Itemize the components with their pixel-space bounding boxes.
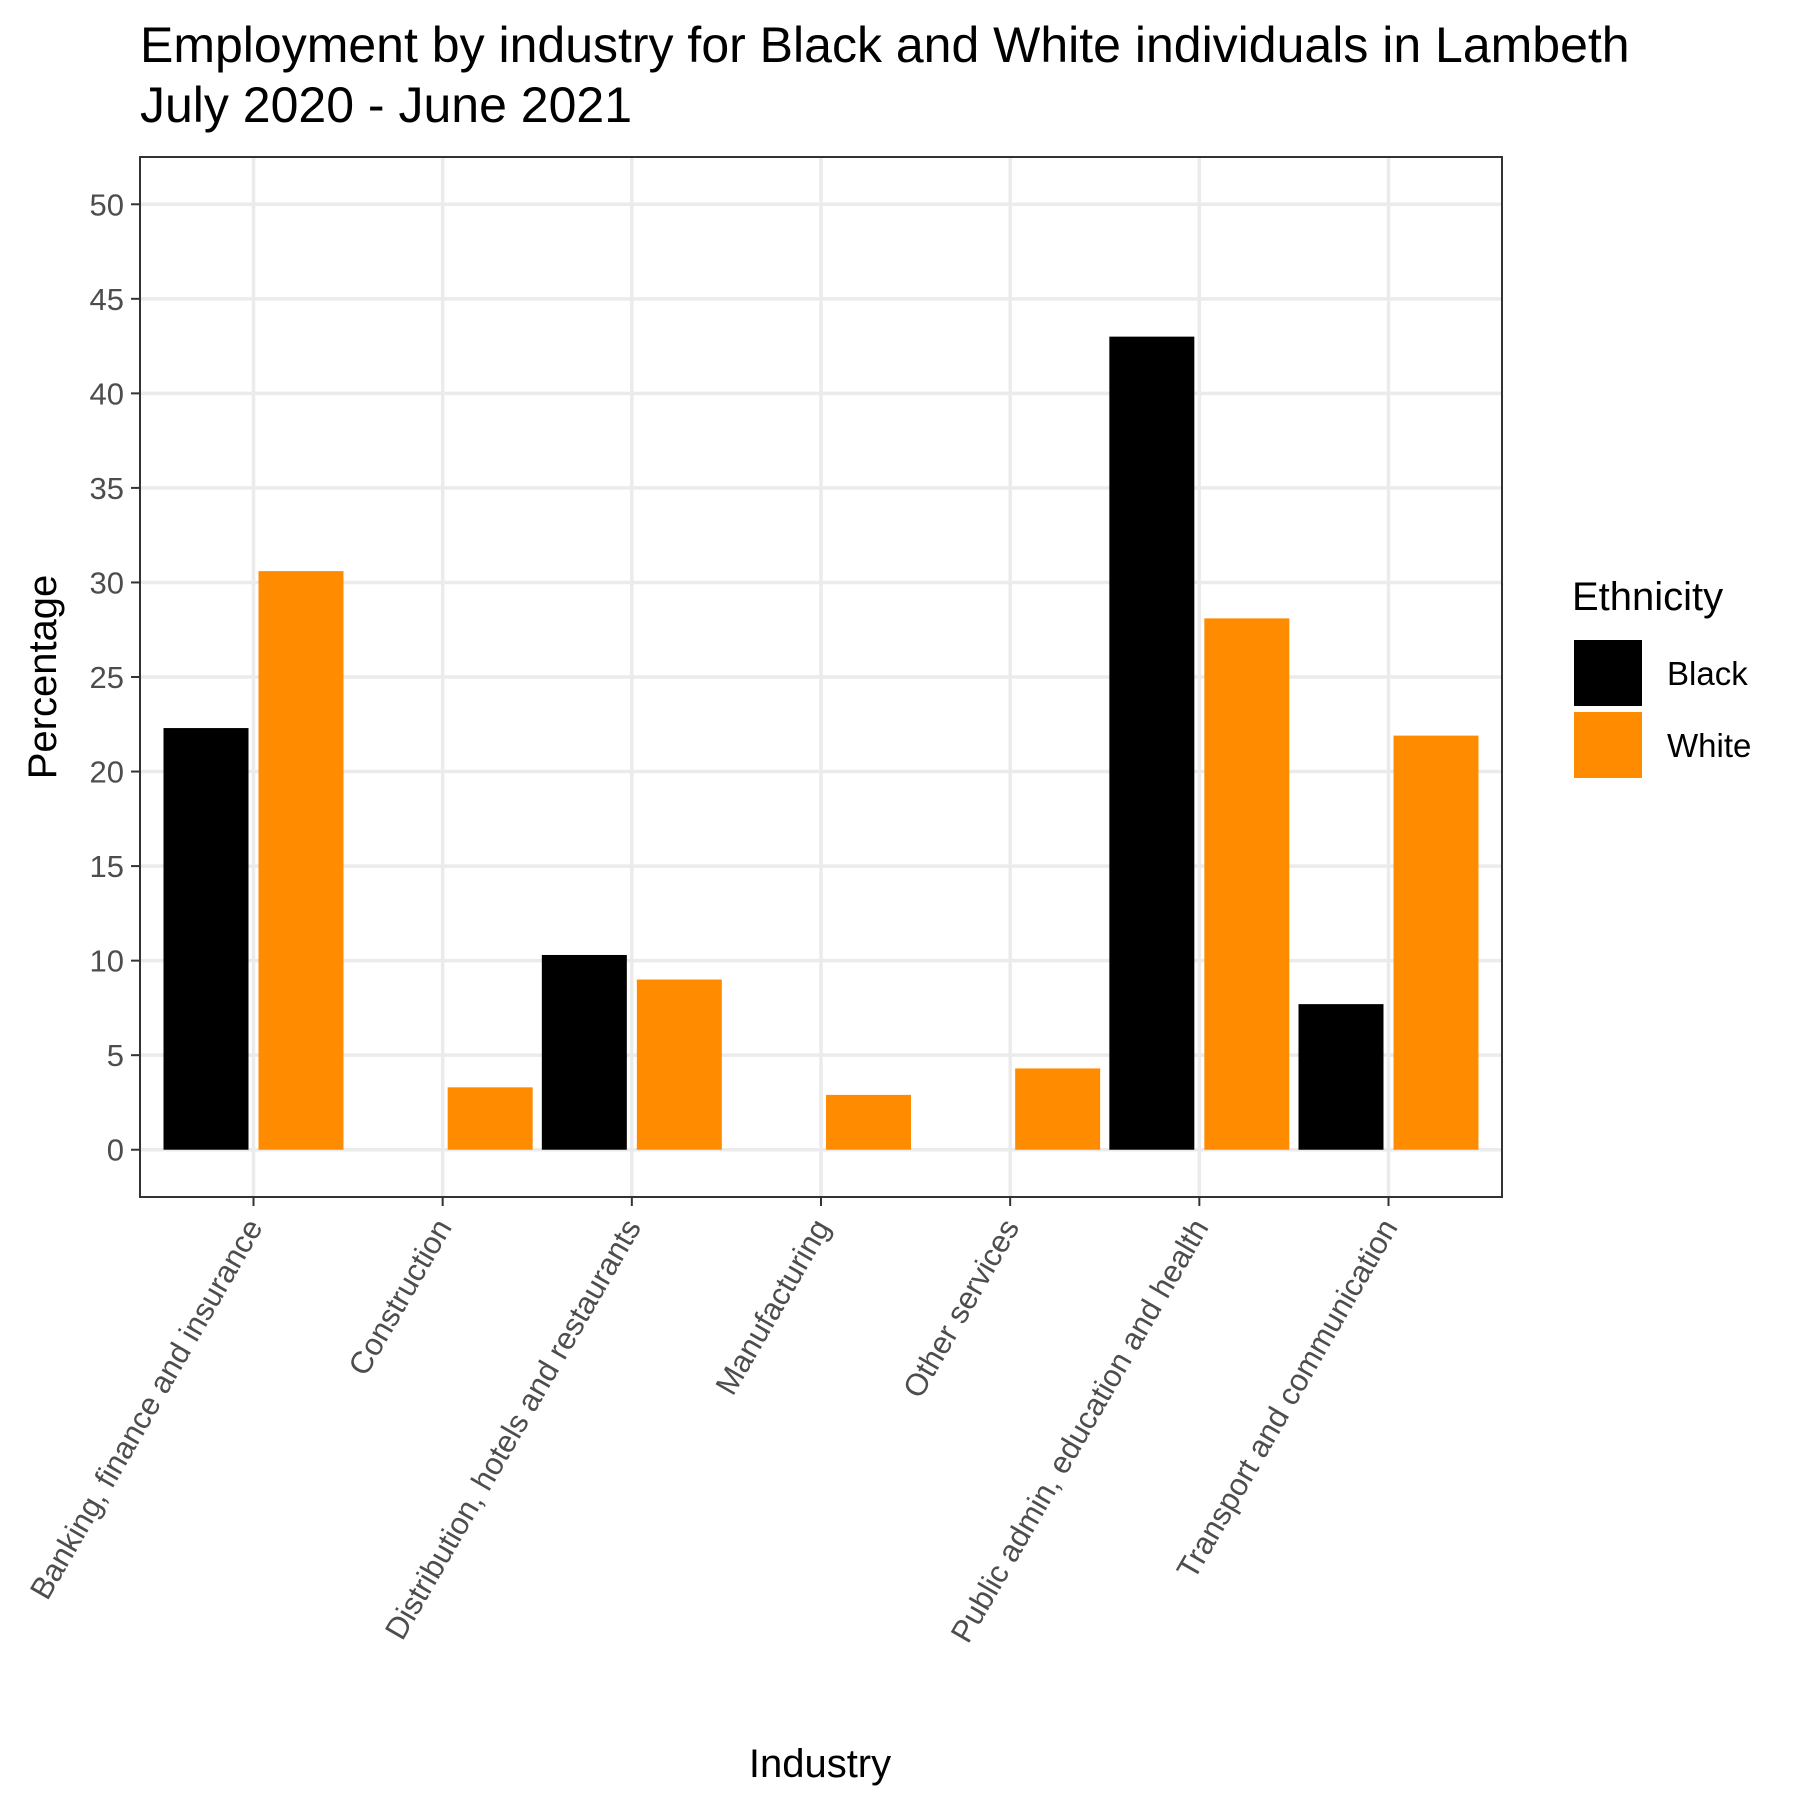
legend-label-white: White [1667, 727, 1751, 764]
bar-white-6 [1393, 735, 1479, 1150]
y-tick-label-10: 10 [90, 944, 124, 979]
bar-white-0 [258, 571, 344, 1150]
chart-title: Employment by industry for Black and Whi… [140, 17, 1630, 73]
y-axis: 0 5 10 15 20 25 30 35 40 45 50 [90, 187, 140, 1168]
bar-white-1 [447, 1087, 533, 1150]
bar-white-5 [1204, 618, 1290, 1150]
bar-black-6 [1298, 1004, 1384, 1150]
x-tick-label-6: Transport and communication [1170, 1213, 1405, 1585]
bar-black-0 [163, 728, 249, 1150]
bar-white-4 [1015, 1068, 1101, 1150]
gridlines [140, 157, 1502, 1197]
y-tick-label-35: 35 [90, 471, 124, 506]
y-tick-label-0: 0 [107, 1133, 124, 1168]
x-axis: Banking, finance and insurance Constructi… [23, 1197, 1405, 1648]
bars [163, 336, 1479, 1150]
legend-title: Ethnicity [1572, 575, 1723, 619]
chart-subtitle: July 2020 - June 2021 [140, 77, 632, 133]
x-tick-label-0: Banking, finance and insurance [23, 1213, 270, 1605]
x-tick-label-3: Manufacturing [709, 1213, 838, 1401]
x-axis-title: Industry [749, 1742, 891, 1786]
y-tick-label-50: 50 [90, 187, 124, 222]
legend: Ethnicity Black White [1572, 575, 1751, 778]
y-tick-label-15: 15 [90, 849, 124, 884]
y-tick-label-25: 25 [90, 660, 124, 695]
x-tick-label-1: Construction [341, 1213, 458, 1381]
y-tick-label-20: 20 [90, 755, 124, 790]
y-axis-title: Percentage [21, 575, 65, 780]
legend-label-black: Black [1667, 655, 1748, 692]
y-tick-label-5: 5 [107, 1038, 124, 1073]
legend-key-black [1574, 640, 1642, 706]
bar-black-2 [541, 954, 627, 1150]
legend-key-white [1574, 712, 1642, 778]
bar-white-2 [636, 979, 722, 1150]
x-tick-label-4: Other services [896, 1213, 1026, 1404]
y-tick-label-30: 30 [90, 565, 124, 600]
y-tick-label-40: 40 [90, 376, 124, 411]
bar-black-5 [1109, 336, 1195, 1150]
y-tick-label-45: 45 [90, 282, 124, 317]
bar-white-3 [826, 1094, 911, 1150]
